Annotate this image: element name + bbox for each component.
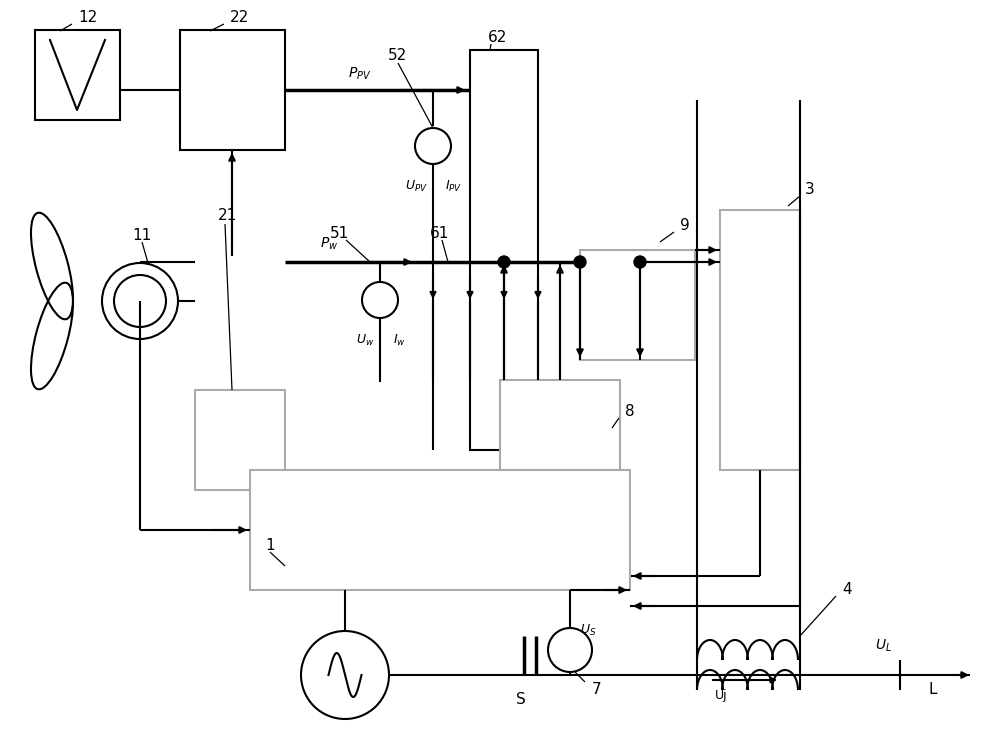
Text: 11: 11 (132, 228, 151, 243)
Text: 12: 12 (78, 10, 97, 25)
Text: 62: 62 (488, 31, 507, 46)
Text: 1: 1 (265, 539, 275, 554)
Bar (180, 30, 285, 150)
Text: 4: 4 (842, 583, 852, 598)
Circle shape (634, 256, 646, 268)
Text: 8: 8 (625, 404, 635, 419)
Text: $U_w$: $U_w$ (356, 333, 374, 348)
Bar (500, 380, 620, 470)
Bar (580, 250, 695, 360)
Text: $P_w$: $P_w$ (320, 236, 338, 252)
Text: 51: 51 (330, 227, 349, 242)
Text: 52: 52 (388, 48, 407, 63)
Text: Uj: Uj (715, 689, 728, 703)
Text: 61: 61 (430, 227, 449, 242)
Text: 22: 22 (230, 10, 249, 25)
Bar (35, 30, 120, 120)
Text: 9: 9 (680, 219, 690, 233)
Text: $I_{PV}$: $I_{PV}$ (445, 178, 462, 193)
Bar (250, 470, 630, 590)
Text: 21: 21 (218, 208, 237, 224)
Text: $I_w$: $I_w$ (393, 333, 406, 348)
Text: $U_{PV}$: $U_{PV}$ (405, 178, 428, 193)
Text: $U_L$: $U_L$ (875, 638, 892, 654)
Bar (470, 50, 538, 450)
Text: 7: 7 (592, 683, 602, 698)
Text: $P_{PV}$: $P_{PV}$ (348, 66, 371, 82)
Bar (195, 390, 285, 490)
Text: $U_S$: $U_S$ (580, 622, 596, 638)
Text: L: L (928, 683, 936, 698)
Circle shape (574, 256, 586, 268)
Bar (720, 210, 800, 470)
Circle shape (498, 256, 510, 268)
Text: 3: 3 (805, 183, 815, 198)
Text: S: S (516, 692, 526, 707)
